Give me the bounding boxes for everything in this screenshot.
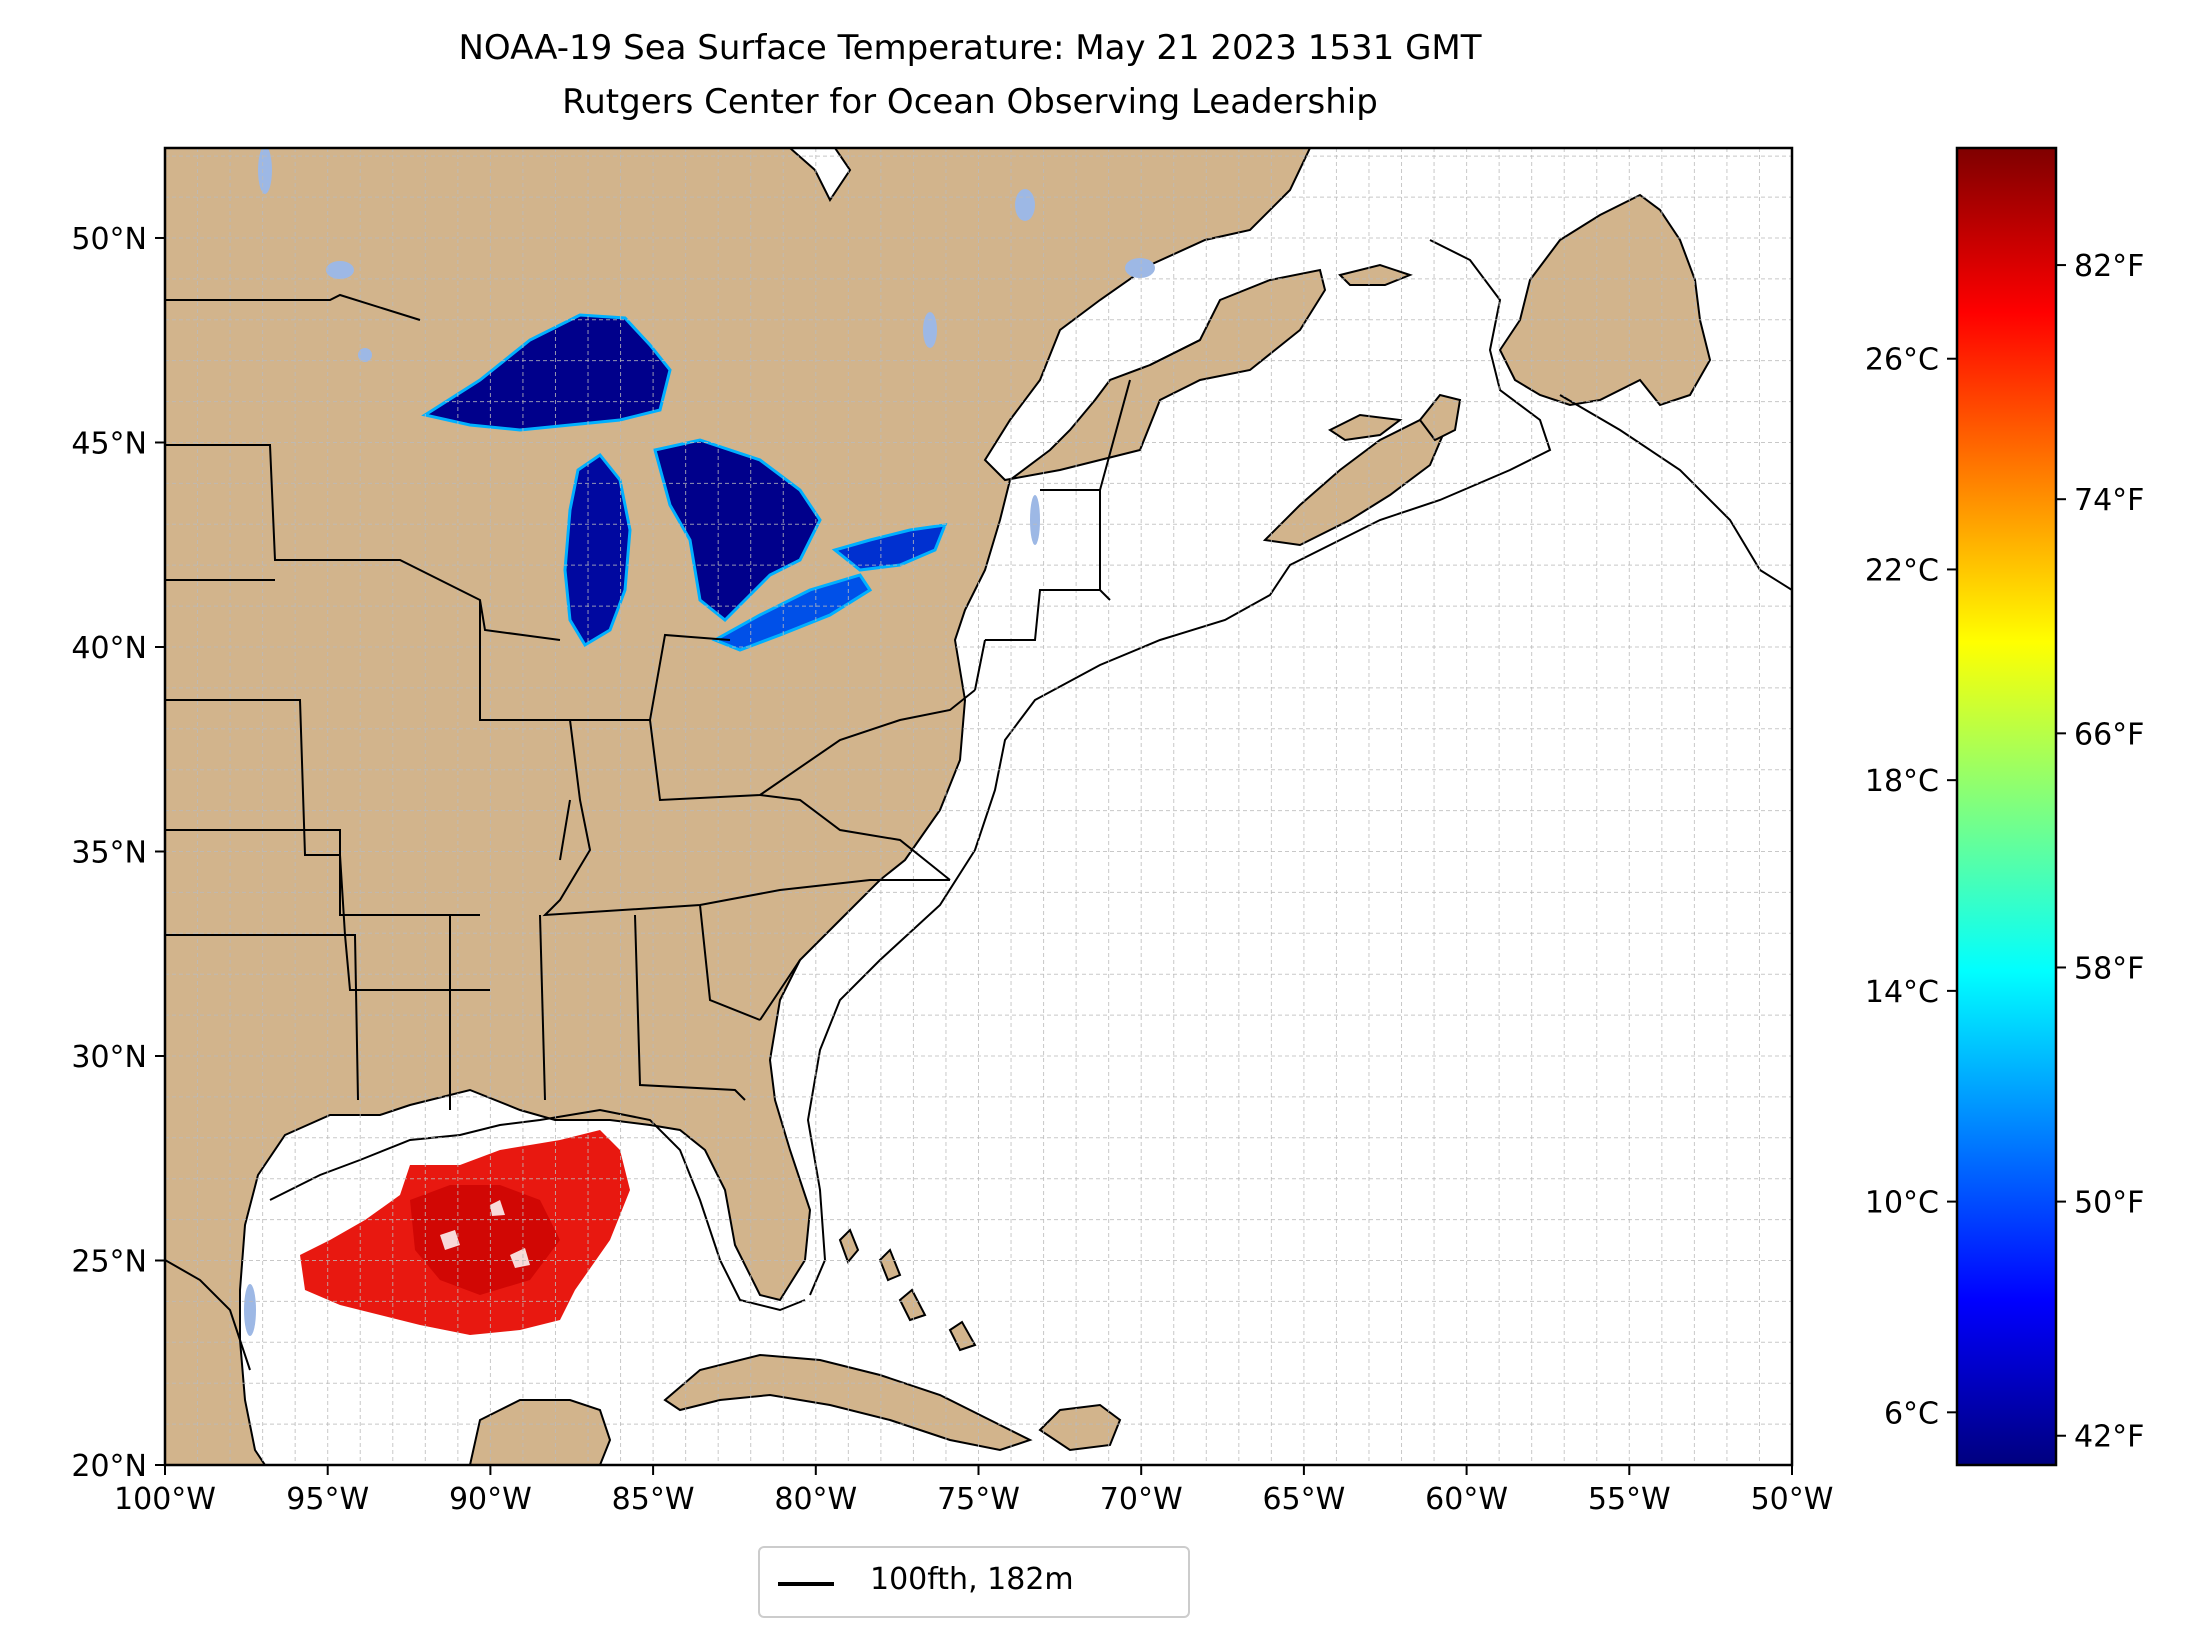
lon-tick-label: 70°W [1100,1482,1183,1517]
lon-tick-label: 55°W [1588,1482,1671,1517]
graticule-grid [165,148,1792,1465]
isobath-labrador [1559,394,1792,591]
lake-erie-sst [711,573,873,652]
celsius-tick-label: 14°C [1865,975,1939,1010]
lat-tick-label: 30°N [71,1040,147,1075]
colorbar-gradient [1955,146,2058,1467]
lat-tick-label: 50°N [71,222,147,257]
lon-tick-label: 80°W [774,1482,857,1517]
lat-tick-label: 35°N [71,835,147,870]
legend-line-swatch [778,1582,834,1586]
gulf-cloud-gaps [440,1200,530,1268]
map-subtitle: Rutgers Center for Ocean Observing Leade… [562,82,1378,122]
lake-michigan-sst [563,452,632,648]
fahrenheit-tick-label: 74°F [2074,483,2144,518]
cuba-land [663,1353,1033,1452]
fahrenheit-tick-label: 82°F [2074,249,2144,284]
lat-tick-label: 40°N [71,631,147,666]
legend-label: 100fth, 182m [870,1562,1074,1597]
north-america-land [165,148,1327,1465]
celsius-tick-label: 26°C [1865,343,1939,378]
lon-tick-label: 65°W [1262,1482,1345,1517]
map-plot-area [165,148,1792,1465]
political-borders [165,293,1201,1371]
lon-tick-label: 75°W [937,1482,1020,1517]
lat-tick-label: 25°N [71,1244,147,1279]
lon-tick-label: 85°W [612,1482,695,1517]
legend: 100fth, 182m [758,1546,1190,1618]
inland-lakes [244,148,1155,1336]
yucatan-land [468,1399,612,1465]
lon-tick-label: 50°W [1751,1482,1834,1517]
celsius-tick-label: 6°C [1884,1396,1939,1431]
map-axis-ticks: 100°W 95°W 90°W 85°W 80°W 75°W 70°W 65°W 60°W 55°… [71,222,1833,1517]
bahamas-islands [838,1228,977,1352]
celsius-tick-label: 18°C [1865,764,1939,799]
lake-huron-sst [653,438,822,623]
lon-tick-label: 95°W [286,1482,369,1517]
celsius-tick-label: 22°C [1865,553,1939,588]
lon-tick-label: 90°W [449,1482,532,1517]
lake-ontario-sst [831,523,948,572]
hispaniola-land [1038,1403,1122,1452]
fahrenheit-tick-label: 50°F [2074,1186,2144,1221]
fahrenheit-tick-label: 58°F [2074,951,2144,986]
lat-tick-label: 20°N [71,1449,147,1484]
colorbar-ticks: 6°C 10°C 14°C 18°C 22°C 26°C 42°F 50°F 58°F 66°F 7… [1865,249,2145,1455]
fahrenheit-tick-label: 42°F [2074,1420,2144,1455]
lon-tick-label: 60°W [1425,1482,1508,1517]
fahrenheit-tick-label: 66°F [2074,717,2144,752]
anticosti-land [1338,263,1413,286]
lon-tick-label: 100°W [114,1482,216,1517]
map-title: NOAA-19 Sea Surface Temperature: May 21 … [458,28,1482,68]
pei-land [1328,413,1403,442]
isobath-100fth [806,239,1552,1296]
colorbar: 6°C 10°C 14°C 18°C 22°C 26°C 42°F 50°F 58°F 66°F 7… [1865,146,2145,1467]
lat-tick-label: 45°N [71,426,147,461]
cape-breton-land [1418,393,1462,442]
celsius-tick-label: 10°C [1865,1186,1939,1221]
isobath-gulf-outer [269,1108,806,1312]
